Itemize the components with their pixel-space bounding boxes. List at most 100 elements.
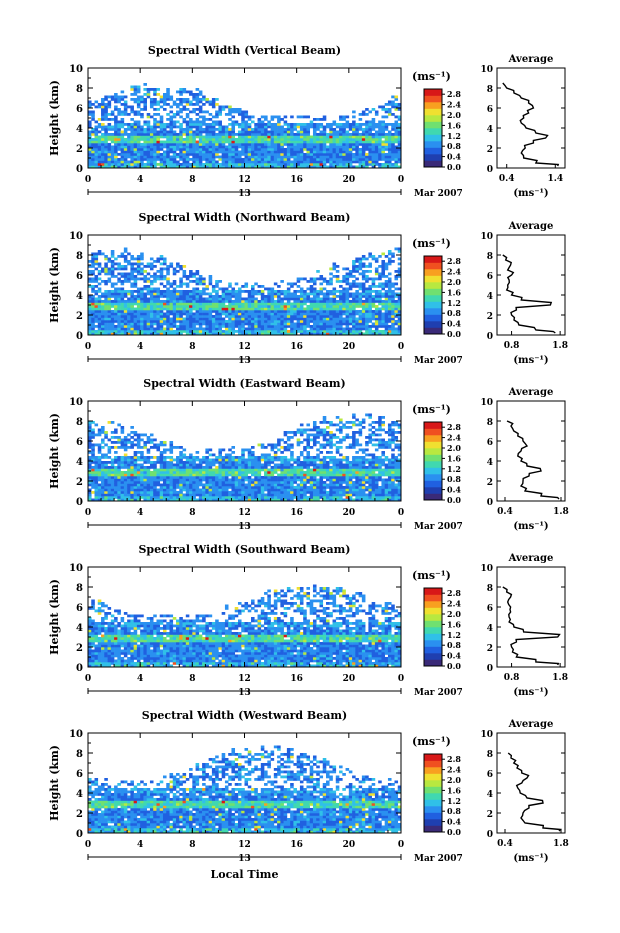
heatmap-cell <box>336 163 340 166</box>
heatmap-cell <box>284 293 288 296</box>
heatmap-cell <box>153 290 157 293</box>
heatmap-cell <box>166 98 170 101</box>
heatmap-cell <box>346 153 350 156</box>
heatmap-cell <box>202 141 206 144</box>
heatmap-cell <box>95 106 99 109</box>
heatmap-cell <box>143 88 147 91</box>
heatmap-cell <box>248 315 252 318</box>
heatmap-cell <box>319 158 323 161</box>
heatmap-cell <box>258 323 262 326</box>
heatmap-cell <box>101 118 105 121</box>
heatmap-cell <box>300 320 304 323</box>
heatmap-cell <box>323 330 327 333</box>
heatmap-cell <box>140 446 144 449</box>
heatmap-cell <box>287 313 291 316</box>
heatmap-cell <box>342 323 346 326</box>
colorbar-tick-label: 2.0 <box>447 110 461 120</box>
heatmap-cell <box>284 143 288 146</box>
heatmap-cell <box>156 131 160 134</box>
heatmap-cell <box>352 295 356 298</box>
heatmap-cell <box>130 153 134 156</box>
heatmap-cell <box>316 128 320 131</box>
heatmap-cell <box>160 293 164 296</box>
heatmap-cell <box>329 328 333 331</box>
heatmap-cell <box>365 325 369 328</box>
heatmap-cell <box>284 156 288 159</box>
heatmap-cell <box>127 136 131 139</box>
heatmap-cell <box>231 148 235 151</box>
heatmap-cell <box>176 308 180 311</box>
heatmap-cell <box>290 156 294 159</box>
colorbar-swatch <box>424 321 442 328</box>
heatmap-cell <box>218 156 222 159</box>
heatmap-cell <box>381 146 385 149</box>
heatmap-cell <box>323 310 327 313</box>
heatmap-cell <box>235 298 239 301</box>
heatmap-cell <box>124 464 128 467</box>
panel-0: Spectral Width (Vertical Beam)0246810Hei… <box>48 44 565 199</box>
heatmap-cell <box>91 103 95 106</box>
heatmap-cell <box>98 474 102 477</box>
heatmap-cell <box>160 270 164 273</box>
heatmap-cell <box>143 148 147 151</box>
heatmap-cell <box>339 158 343 161</box>
heatmap-cell <box>176 265 180 268</box>
heatmap-cell <box>196 108 200 111</box>
heatmap-cell <box>186 113 190 116</box>
heatmap-cell <box>287 300 291 303</box>
heatmap-cell <box>108 118 112 121</box>
heatmap-cell <box>111 486 115 489</box>
heatmap-cell <box>212 103 216 106</box>
heatmap-cell <box>258 136 262 139</box>
heatmap-cell <box>117 280 121 283</box>
heatmap-cell <box>388 131 392 134</box>
heatmap-cell <box>238 330 242 333</box>
heatmap-cell <box>91 151 95 154</box>
heatmap-cell <box>362 151 366 154</box>
heatmap-cell <box>346 136 350 139</box>
heatmap-cell <box>147 163 151 166</box>
heatmap-cell <box>231 108 235 111</box>
heatmap-cell <box>326 158 330 161</box>
heatmap-cell <box>166 273 170 276</box>
heatmap-cell <box>134 93 138 96</box>
y-tick-label: 8 <box>76 84 83 95</box>
heatmap-cell <box>186 136 190 139</box>
heatmap-cell <box>127 128 131 131</box>
heatmap-cell <box>391 103 395 106</box>
heatmap-cell <box>140 263 144 266</box>
heatmap-cell <box>179 285 183 288</box>
heatmap-cell <box>179 131 183 134</box>
heatmap-cell <box>91 141 95 144</box>
heatmap-cell <box>101 143 105 146</box>
heatmap-cell <box>251 163 255 166</box>
heatmap-cell <box>212 146 216 149</box>
heatmap-cell <box>385 308 389 311</box>
heatmap-cell <box>274 138 278 141</box>
heatmap-cell <box>316 133 320 136</box>
heatmap-cell <box>264 146 268 149</box>
heatmap-cell <box>153 126 157 129</box>
heatmap-cell <box>143 108 147 111</box>
heatmap-cell <box>196 290 200 293</box>
heatmap-cell <box>329 320 333 323</box>
heatmap-cell <box>297 330 301 333</box>
heatmap-cell <box>98 429 102 432</box>
heatmap-cell <box>297 138 301 141</box>
heatmap-cell <box>261 330 265 333</box>
heatmap-cell <box>192 111 196 114</box>
heatmap-cell <box>117 265 121 268</box>
heatmap-cell <box>160 444 164 447</box>
date-month-label: Mar 2007 <box>414 356 463 366</box>
heatmap-cell <box>209 126 213 129</box>
heatmap-cell <box>274 320 278 323</box>
heatmap-cell <box>349 300 353 303</box>
heatmap-cell <box>121 318 125 321</box>
heatmap-cell <box>212 138 216 141</box>
heatmap-cell <box>183 328 187 331</box>
heatmap-cell <box>313 126 317 129</box>
heatmap-cell <box>215 113 219 116</box>
heatmap-cell <box>261 285 265 288</box>
heatmap-cell <box>124 439 128 442</box>
heatmap-cell <box>222 303 226 306</box>
